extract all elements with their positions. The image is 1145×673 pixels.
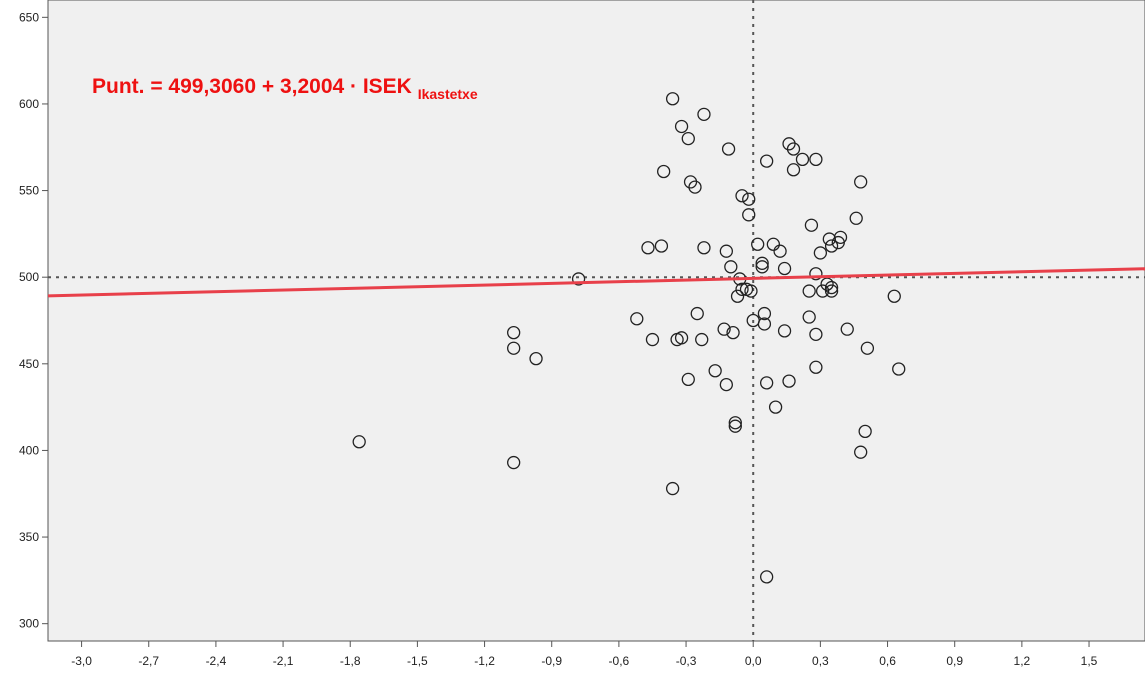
x-tick-label: 1,5 — [1081, 654, 1098, 668]
x-tick-label: -0,9 — [541, 654, 562, 668]
x-tick-label: -2,1 — [273, 654, 294, 668]
y-tick-label: 350 — [19, 530, 39, 544]
y-tick-label: 500 — [19, 270, 39, 284]
equation-subscript: Ikastetxe — [418, 86, 478, 102]
equation-text: Punt. = 499,3060 + 3,2004 · ISEK — [92, 75, 412, 98]
y-axis: 300 350 400 450 500 550 600 650 — [19, 10, 48, 630]
x-tick-label: -3,0 — [71, 654, 92, 668]
y-tick-label: 600 — [19, 97, 39, 111]
y-tick-label: 550 — [19, 184, 39, 198]
y-tick-label: 450 — [19, 357, 39, 371]
x-tick-label: 0,9 — [946, 654, 963, 668]
x-tick-label: 1,2 — [1014, 654, 1031, 668]
x-tick-label: 0,3 — [812, 654, 829, 668]
x-tick-label: -1,5 — [407, 654, 428, 668]
x-tick-label: -1,2 — [474, 654, 495, 668]
x-tick-label: -0,3 — [676, 654, 697, 668]
y-tick-label: 650 — [19, 10, 39, 24]
x-tick-label: 0,0 — [745, 654, 762, 668]
y-tick-label: 400 — [19, 443, 39, 457]
x-tick-label: -0,6 — [609, 654, 630, 668]
x-tick-label: 0,6 — [879, 654, 896, 668]
x-tick-label: -1,8 — [340, 654, 361, 668]
y-tick-label: 300 — [19, 617, 39, 631]
x-tick-label: -2,4 — [206, 654, 227, 668]
x-tick-label: -2,7 — [138, 654, 159, 668]
x-axis: -3,0 -2,7 -2,4 -2,1 -1,8 -1,5 -1,2 -0,9 -0,6 -0,3… — [71, 641, 1097, 668]
